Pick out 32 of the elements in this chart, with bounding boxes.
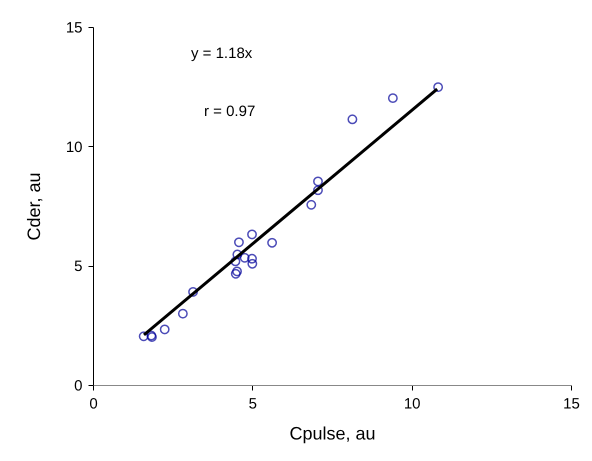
point (347, 114, 358, 124)
annotation: y = 1.18x (191, 45, 253, 62)
x-axis-title: Cpulse, au (289, 424, 376, 444)
x-tick-label: 10 (404, 396, 421, 412)
annotation: r = 0.97 (204, 103, 256, 120)
point (240, 252, 250, 263)
x-tick-label: 5 (248, 396, 258, 412)
point (138, 331, 149, 342)
x-tick-label: 0 (89, 396, 98, 412)
y-tick-label: 0 (74, 378, 82, 394)
y-tick-label: 15 (66, 20, 82, 36)
point (234, 237, 244, 248)
point (306, 200, 316, 210)
point (160, 324, 170, 334)
point (230, 268, 241, 279)
point (232, 266, 242, 276)
point (433, 82, 444, 92)
point (313, 185, 323, 196)
y-axis-title: Cder, au (24, 172, 44, 241)
y-tick-label: 5 (74, 258, 82, 276)
point (247, 229, 257, 240)
point (247, 258, 258, 269)
x-tick-label: 15 (563, 396, 580, 412)
y-tick-label: 10 (66, 138, 82, 156)
point (313, 176, 323, 186)
point (247, 254, 257, 264)
point (267, 238, 278, 248)
point (232, 250, 242, 260)
point (388, 93, 398, 104)
point (230, 256, 240, 266)
point (178, 308, 188, 319)
point (188, 286, 198, 297)
